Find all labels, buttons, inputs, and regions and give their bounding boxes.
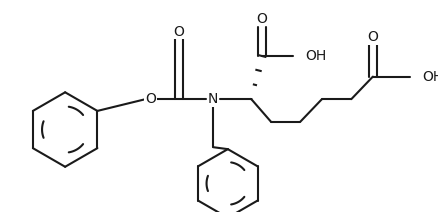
Text: O: O — [367, 30, 378, 45]
Text: N: N — [208, 92, 218, 106]
Text: O: O — [173, 25, 184, 39]
Text: O: O — [145, 92, 156, 106]
Text: O: O — [257, 12, 268, 26]
Text: OH: OH — [422, 70, 438, 84]
Text: OH: OH — [305, 49, 326, 63]
